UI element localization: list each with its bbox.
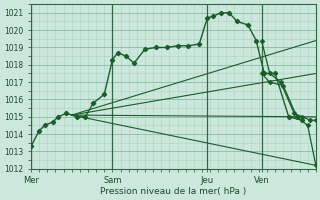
X-axis label: Pression niveau de la mer( hPa ): Pression niveau de la mer( hPa ) bbox=[100, 187, 247, 196]
